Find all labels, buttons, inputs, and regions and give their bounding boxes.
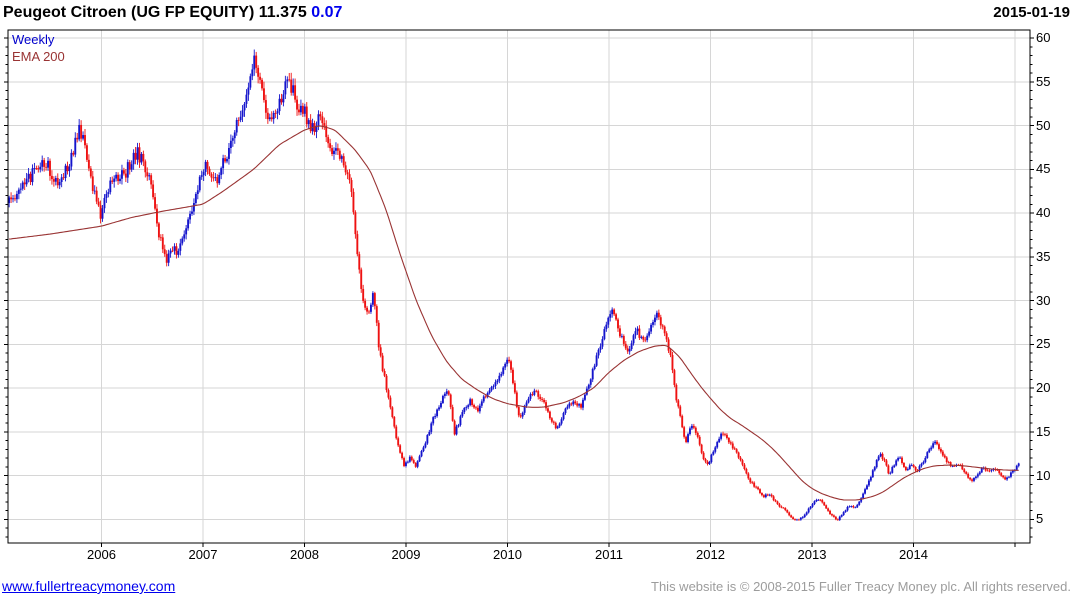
y-axis-label: 60 (1036, 30, 1051, 45)
price-change: 0.07 (311, 4, 343, 21)
y-axis-label: 30 (1036, 292, 1051, 308)
y-axis-label: 15 (1036, 423, 1051, 439)
x-axis-label: 2009 (391, 547, 421, 562)
x-axis-label: 2007 (188, 547, 218, 562)
copyright-text: This website is © 2008-2015 Fuller Treac… (651, 579, 1071, 594)
x-axis-label: 2011 (595, 547, 623, 562)
instrument-name: Peugeot Citroen (UG FP EQUITY) (3, 4, 255, 21)
website-link[interactable]: www.fullertreacymoney.com (2, 578, 176, 594)
y-axis-label: 55 (1036, 73, 1051, 89)
chart-date: 2015-01-19 (993, 4, 1070, 21)
y-axis-label: 10 (1036, 467, 1051, 483)
last-price: 11.375 (258, 4, 307, 21)
y-axis-label: 25 (1036, 336, 1051, 352)
x-axis-label: 2010 (493, 547, 522, 562)
y-axis-label: 40 (1036, 205, 1051, 220)
legend-ema-200: EMA 200 (12, 49, 65, 64)
x-axis-label: 2006 (87, 547, 116, 562)
y-axis-label: 20 (1036, 380, 1051, 395)
page-title: Peugeot Citroen (UG FP EQUITY) 11.375 0.… (3, 4, 342, 22)
x-axis-label: 2012 (696, 547, 725, 562)
y-axis-label: 35 (1036, 248, 1051, 264)
legend-timeframe: Weekly (12, 32, 55, 47)
y-axis-label: 45 (1036, 161, 1051, 177)
y-axis-label: 5 (1036, 511, 1044, 527)
x-axis-label: 2014 (899, 547, 928, 562)
x-axis-label: 2013 (797, 547, 827, 562)
y-axis-label: 50 (1036, 117, 1051, 133)
x-axis-label: 2008 (290, 547, 319, 562)
